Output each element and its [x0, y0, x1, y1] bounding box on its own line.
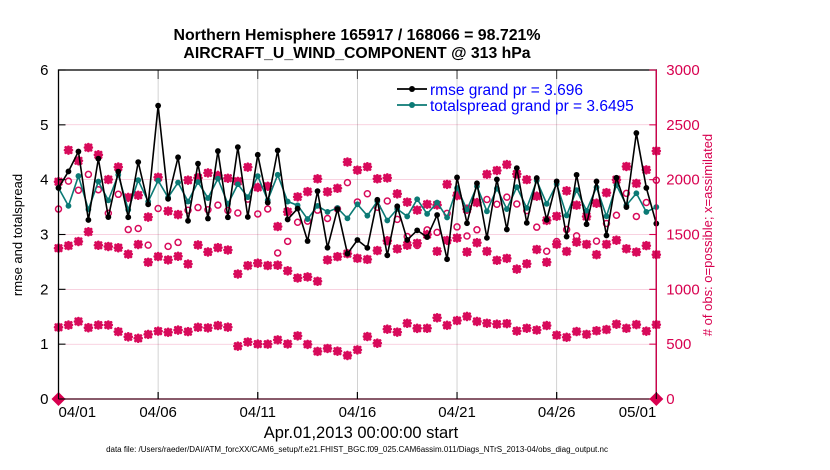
svg-text:04/01: 04/01: [59, 404, 97, 421]
svg-text:4: 4: [40, 172, 48, 189]
svg-text:rmse and totalspread: rmse and totalspread: [10, 174, 25, 296]
svg-text:Northern Hemisphere 165917 / 1: Northern Hemisphere 165917 / 168066 = 98…: [173, 27, 540, 44]
svg-text:rmse grand pr = 3.696: rmse grand pr = 3.696: [430, 82, 583, 99]
svg-text:AIRCRAFT_U_WIND_COMPONENT @ 31: AIRCRAFT_U_WIND_COMPONENT @ 313 hPa: [183, 45, 530, 62]
svg-text:04/26: 04/26: [538, 404, 576, 421]
svg-text:# of obs: o=possible; x=assimi: # of obs: o=possible; x=assimilated: [700, 134, 715, 336]
svg-text:2: 2: [40, 281, 48, 298]
svg-text:5: 5: [40, 117, 48, 134]
svg-text:04/16: 04/16: [339, 404, 377, 421]
svg-text:totalspread grand pr = 3.6495: totalspread grand pr = 3.6495: [430, 98, 634, 115]
svg-text:data file: /Users/raeder/DAI/A: data file: /Users/raeder/DAI/ATM_forcXX/…: [106, 445, 608, 454]
svg-text:1500: 1500: [666, 227, 699, 244]
svg-text:6: 6: [40, 62, 48, 79]
svg-text:3000: 3000: [666, 62, 699, 79]
svg-text:05/01: 05/01: [619, 404, 657, 421]
svg-text:3: 3: [40, 227, 48, 244]
svg-text:04/21: 04/21: [438, 404, 476, 421]
svg-text:1: 1: [40, 336, 48, 353]
svg-text:0: 0: [666, 391, 674, 408]
svg-text:04/06: 04/06: [139, 404, 177, 421]
svg-text:0: 0: [40, 391, 48, 408]
svg-text:1000: 1000: [666, 281, 699, 298]
svg-text:500: 500: [666, 336, 691, 353]
svg-text:04/11: 04/11: [240, 404, 276, 421]
svg-text:2500: 2500: [666, 117, 699, 134]
svg-text:Apr.01,2013 00:00:00 start: Apr.01,2013 00:00:00 start: [264, 424, 459, 442]
svg-text:2000: 2000: [666, 172, 699, 189]
